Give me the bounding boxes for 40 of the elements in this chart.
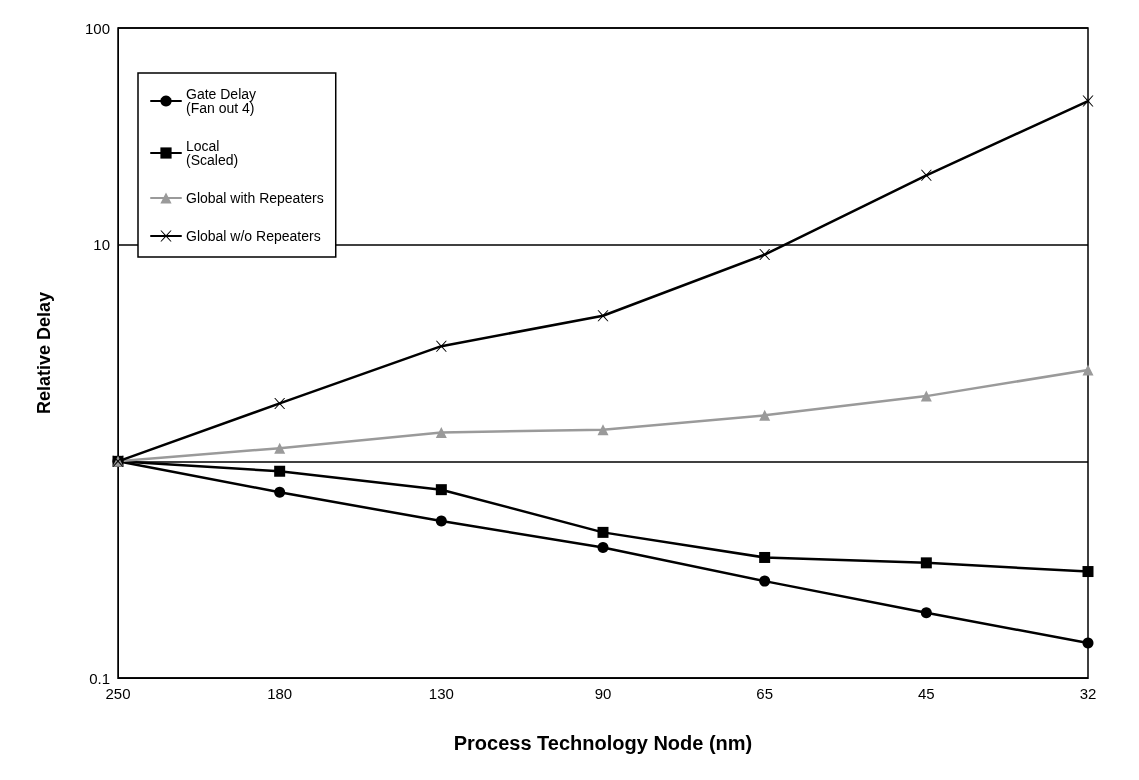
x-tick-label: 90: [594, 685, 612, 702]
point: [274, 397, 286, 409]
point: [1082, 637, 1094, 649]
point: [597, 424, 609, 436]
legend-label: Global w/o Repeaters: [186, 228, 321, 244]
point: [1082, 566, 1094, 578]
y-tick-label: 10: [93, 236, 110, 254]
point: [435, 484, 447, 496]
point: [274, 465, 286, 477]
point: [759, 249, 771, 261]
legend-label: Local (Scaled): [186, 138, 239, 168]
point: [274, 486, 286, 498]
x-tick-label: 180: [267, 685, 293, 702]
legend-label: Gate Delay (Fan out 4): [186, 86, 257, 116]
legend-label: Global with Repeaters: [186, 190, 324, 206]
y-tick-label: 100: [84, 19, 110, 37]
point: [597, 526, 609, 538]
point: [920, 557, 932, 569]
y-tick-label: 0.1: [89, 669, 110, 687]
x-tick-label: 250: [105, 685, 131, 702]
point: [435, 340, 447, 352]
x-tick-label: 130: [428, 685, 454, 702]
point: [1082, 95, 1094, 107]
y-axis-title: Relative Delay: [34, 291, 54, 415]
point: [920, 169, 932, 181]
x-tick-label: 32: [1079, 685, 1097, 702]
point: [759, 551, 771, 563]
point: [1082, 364, 1094, 376]
point: [759, 409, 771, 421]
point: [597, 542, 609, 554]
x-tick-label: 45: [917, 685, 935, 702]
x-tick-label: 65: [756, 685, 774, 702]
point: [920, 607, 932, 619]
point: [597, 310, 609, 322]
x-axis-title: Process Technology Node (nm): [453, 732, 753, 754]
point: [435, 426, 447, 438]
point: [435, 515, 447, 527]
point: [274, 442, 286, 454]
point: [920, 390, 932, 402]
point: [759, 575, 771, 587]
